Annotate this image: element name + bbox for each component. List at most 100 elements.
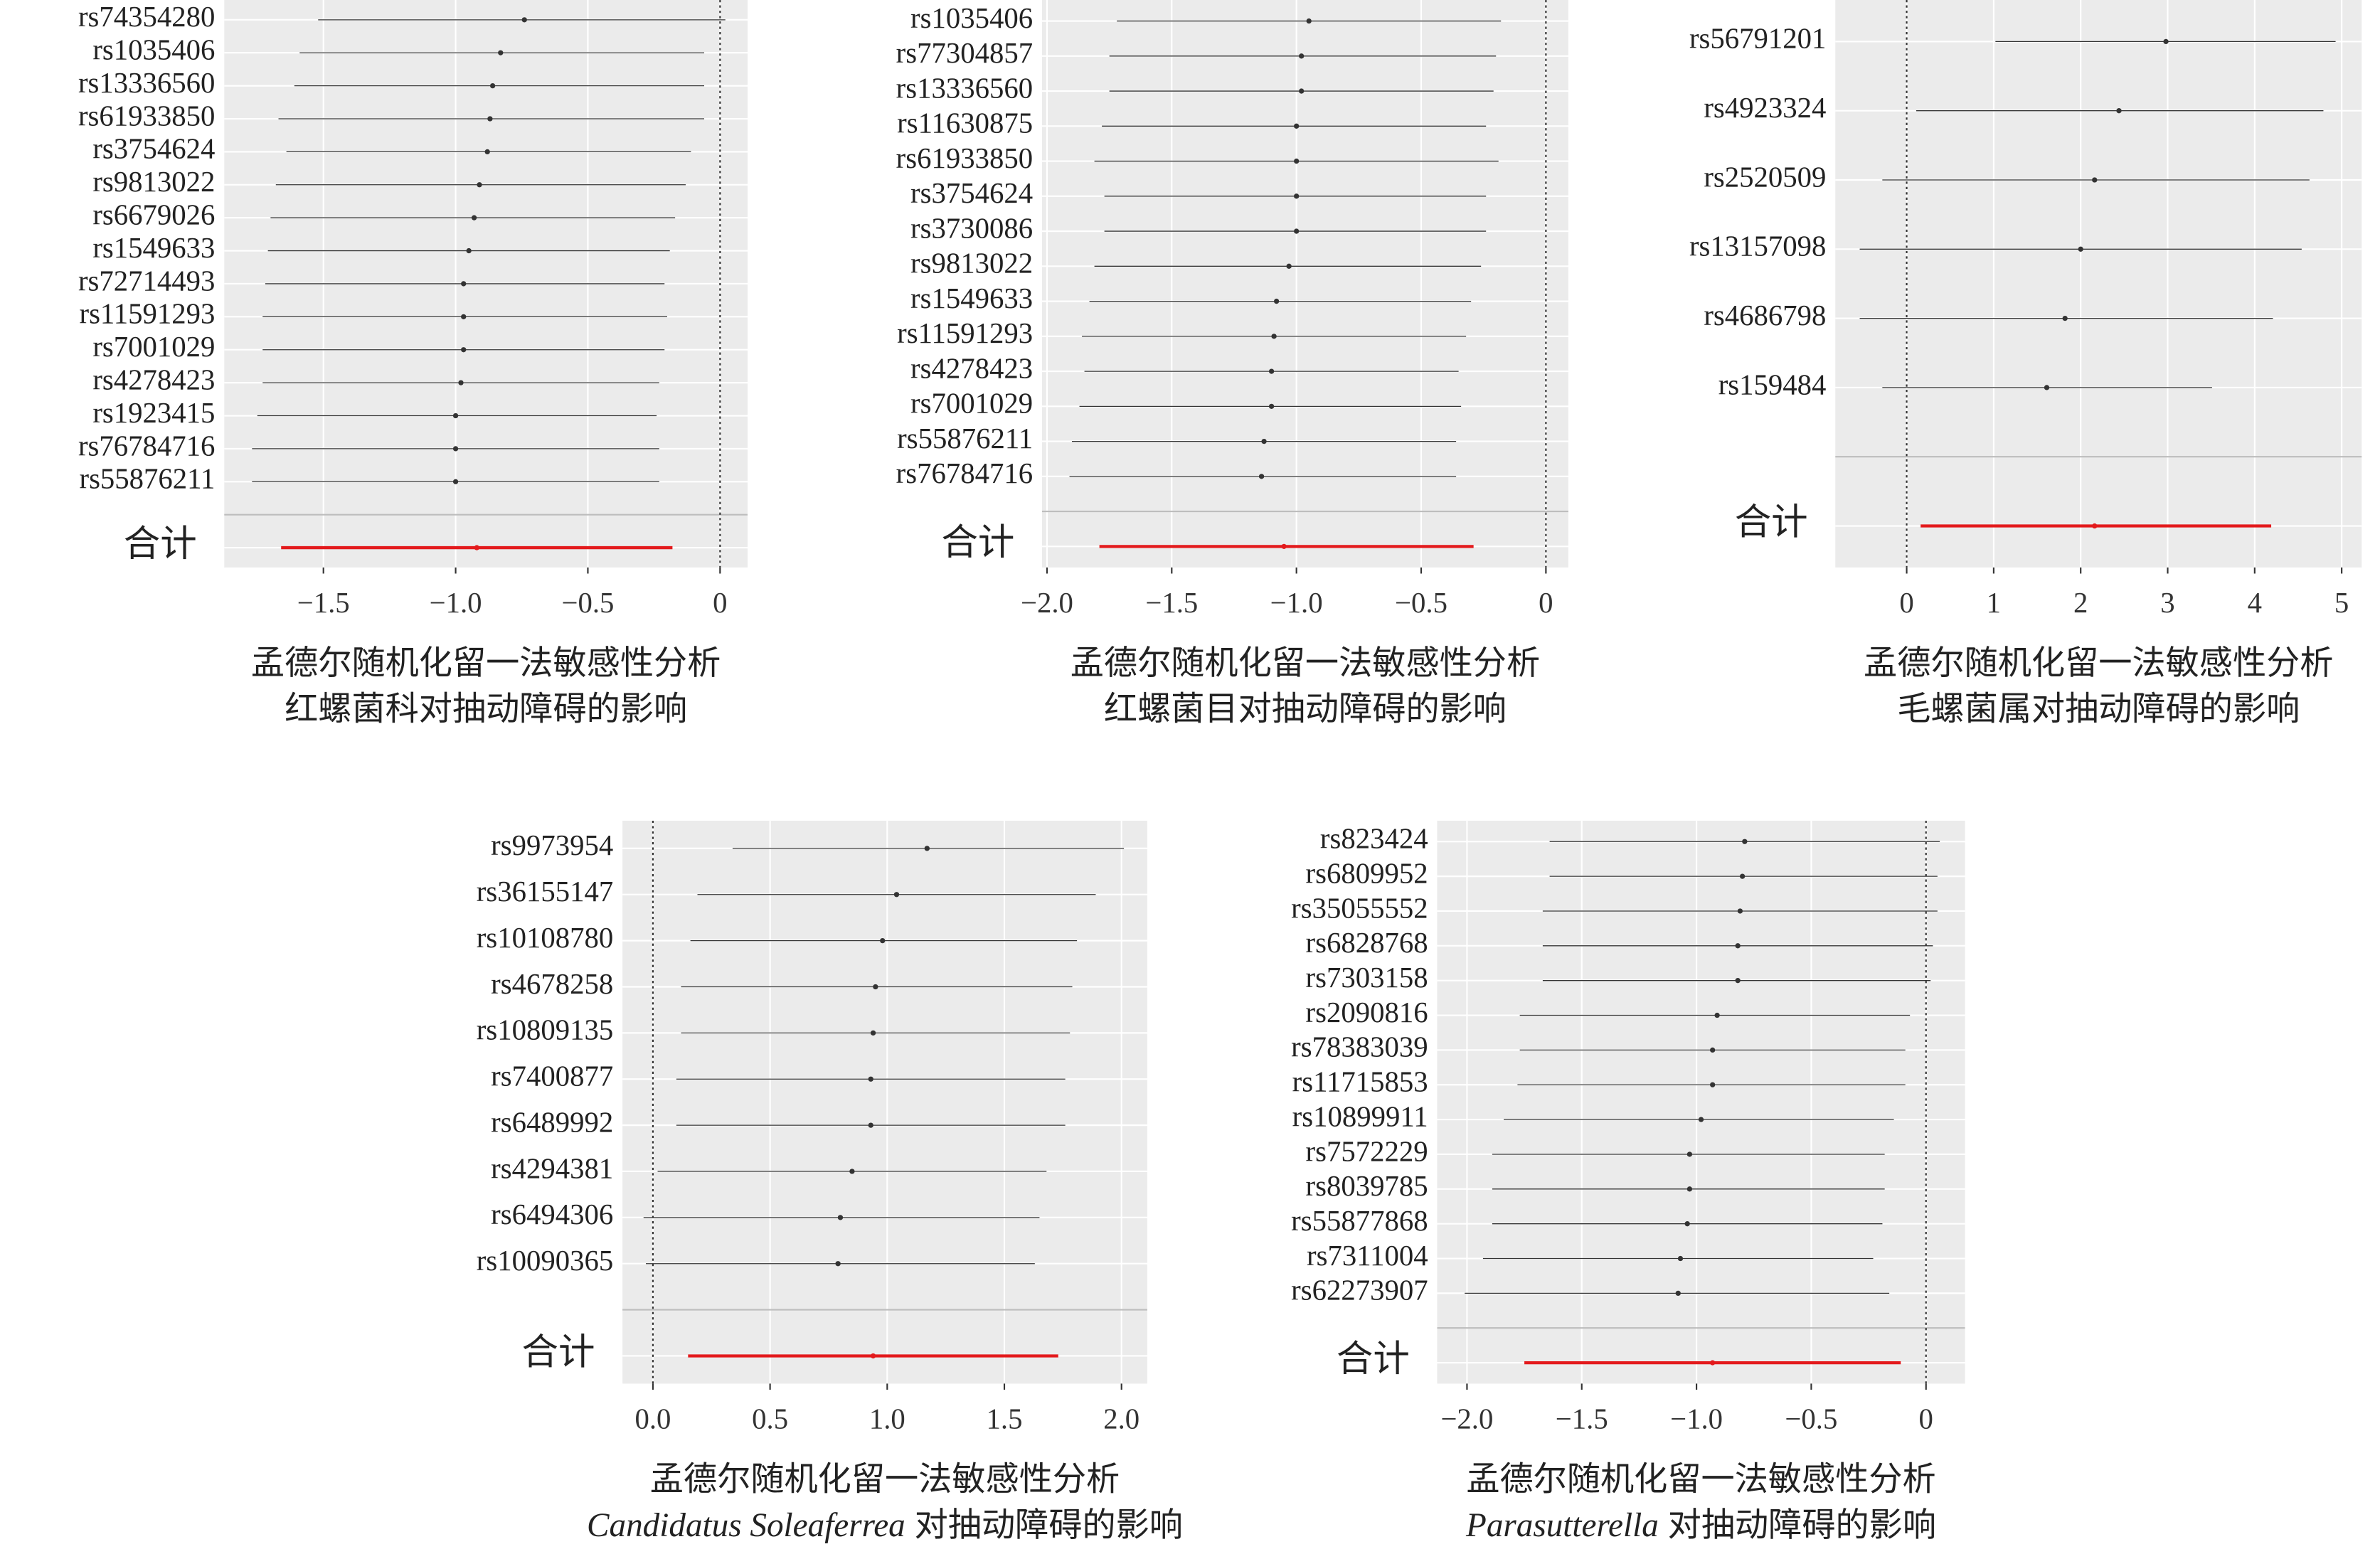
category-label: rs6489992 — [491, 1106, 613, 1138]
total-label: 合计 — [124, 524, 197, 565]
category-label: rs7572229 — [1306, 1135, 1428, 1167]
subtitle-text: 红螺菌目对抽动障碍的影响 — [1104, 691, 1507, 728]
point — [1737, 908, 1743, 914]
x-tick-label: 2 — [2073, 587, 2088, 619]
category-label: rs13336560 — [78, 67, 215, 99]
category-label: rs1035406 — [92, 34, 215, 66]
point — [484, 149, 490, 155]
category-label: rs9973954 — [491, 829, 613, 861]
point — [1735, 978, 1741, 984]
x-tick-label: −0.5 — [561, 587, 614, 619]
point — [870, 1030, 876, 1036]
category-label: rs7400877 — [491, 1060, 613, 1092]
x-tick-label: −1.5 — [1145, 587, 1198, 619]
category-label: rs72714493 — [78, 265, 215, 297]
category-label: rs10899911 — [1292, 1100, 1428, 1132]
point — [1710, 1047, 1716, 1053]
category-label: rs36155147 — [477, 876, 613, 908]
point — [1684, 1221, 1690, 1227]
category-label: rs55876211 — [897, 422, 1033, 454]
total-point — [870, 1353, 876, 1359]
point — [1299, 88, 1305, 94]
point — [1286, 263, 1292, 269]
point — [1739, 873, 1746, 879]
x-tick-label: 3 — [2160, 587, 2174, 619]
category-label: rs9813022 — [92, 166, 215, 198]
point — [1710, 1082, 1716, 1087]
category-label: rs4278423 — [92, 363, 215, 395]
point — [452, 446, 459, 452]
category-label: rs9813022 — [910, 248, 1033, 280]
point — [849, 1169, 855, 1174]
category-label: rs6494306 — [491, 1198, 613, 1230]
point — [1261, 438, 1267, 445]
category-label: rs8039785 — [1306, 1170, 1428, 1202]
point — [2044, 385, 2050, 390]
x-tick-label: 0 — [1539, 587, 1553, 619]
point — [1686, 1186, 1693, 1192]
x-tick-label: 2.0 — [1103, 1403, 1139, 1435]
point — [1714, 1012, 1720, 1018]
point — [2092, 177, 2098, 183]
category-label: rs11591293 — [897, 317, 1033, 349]
category-label: rs7311004 — [1307, 1240, 1428, 1272]
category-label: rs7001029 — [910, 388, 1033, 420]
subtitle-italic: Parasutterella — [1465, 1507, 1659, 1544]
x-tick-label: 0 — [1919, 1403, 1933, 1435]
subtitle: 红螺菌目对抽动障碍的影响 — [1104, 691, 1507, 728]
point — [1677, 1255, 1684, 1262]
point — [1271, 334, 1277, 339]
category-label: rs55876211 — [80, 463, 216, 495]
point — [1306, 18, 1312, 24]
subtitle-text: 红螺菌科对抽动障碍的影响 — [285, 691, 687, 728]
category-label: rs6809952 — [1306, 857, 1428, 889]
total-point — [474, 545, 479, 550]
point — [521, 17, 527, 23]
x-tick-label: −0.5 — [1785, 1403, 1837, 1435]
category-label: rs4923324 — [1704, 92, 1826, 124]
x-tick-label: 1 — [1987, 587, 2001, 619]
subtitle: Candidatus Soleaferrea 对抽动障碍的影响 — [587, 1507, 1183, 1544]
point — [2078, 246, 2083, 252]
category-label: rs2090816 — [1306, 996, 1428, 1028]
category-label: rs35055552 — [1291, 892, 1428, 924]
point — [477, 182, 482, 188]
total-label: 合计 — [941, 523, 1014, 563]
category-label: rs11715853 — [1292, 1066, 1428, 1098]
subtitle: Parasutterella 对抽动障碍的影响 — [1465, 1507, 1936, 1544]
subtitle-italic: Candidatus Soleaferrea — [587, 1507, 905, 1544]
category-label: rs2520509 — [1704, 161, 1826, 193]
x-tick-label: −2.0 — [1440, 1403, 1493, 1435]
point — [893, 892, 900, 898]
point — [1742, 839, 1748, 844]
x-tick-label: 4 — [2248, 587, 2262, 619]
category-label: rs74354280 — [78, 1, 215, 33]
category-label: rs4294381 — [491, 1152, 613, 1184]
x-tick-label: −0.5 — [1395, 587, 1447, 619]
category-label: rs1923415 — [92, 397, 215, 429]
category-label: rs6828768 — [1306, 927, 1428, 959]
x-tick-label: −1.0 — [1270, 587, 1323, 619]
category-label: rs6679026 — [92, 199, 215, 231]
total-label: 合计 — [522, 1332, 595, 1373]
x-tick-label: 0 — [713, 587, 727, 619]
point — [466, 248, 472, 254]
category-label: rs1549633 — [92, 232, 215, 264]
point — [489, 83, 496, 89]
point — [837, 1215, 844, 1220]
subtitle: 红螺菌科对抽动障碍的影响 — [285, 691, 687, 728]
x-tick-label: −1.5 — [1556, 1403, 1608, 1435]
x-tick-label: 0.5 — [752, 1403, 788, 1435]
category-label: rs159484 — [1718, 368, 1827, 400]
category-label: rs78383039 — [1291, 1031, 1428, 1063]
point — [2163, 38, 2169, 45]
point — [1294, 158, 1300, 164]
point — [868, 1076, 873, 1082]
x-tick-label: −1.0 — [1670, 1403, 1723, 1435]
point — [1698, 1117, 1704, 1122]
x-tick-label: 0 — [1899, 587, 1913, 619]
category-label: rs76784716 — [896, 457, 1033, 489]
x-tick-label: 1.5 — [987, 1403, 1023, 1435]
point — [461, 314, 467, 319]
